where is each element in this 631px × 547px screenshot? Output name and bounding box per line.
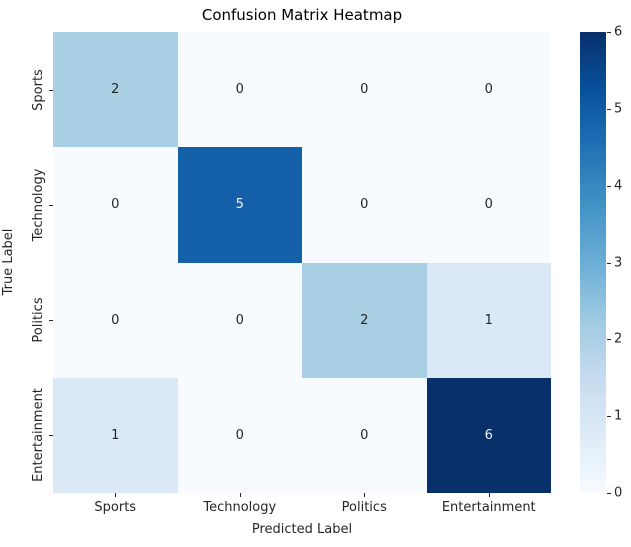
x-axis-label: Predicted Label bbox=[251, 522, 353, 537]
heatmap-cell: 0 bbox=[177, 377, 302, 493]
x-tick-label: Entertainment bbox=[441, 500, 536, 515]
heatmap-cell: 0 bbox=[302, 32, 427, 148]
x-tick-mark bbox=[239, 493, 241, 497]
chart-title: Confusion Matrix Heatmap bbox=[201, 6, 403, 24]
x-tick-label: Politics bbox=[341, 500, 387, 515]
y-tick-mark bbox=[49, 435, 53, 437]
y-tick-mark bbox=[49, 320, 53, 322]
colorbar-tick-label: 4 bbox=[614, 178, 623, 194]
colorbar-tick-mark bbox=[607, 108, 611, 110]
heatmap-cell: 0 bbox=[426, 32, 551, 148]
y-tick-label: Entertainment bbox=[30, 388, 46, 483]
y-tick-mark bbox=[49, 204, 53, 206]
colorbar-tick-label: 5 bbox=[614, 101, 623, 117]
colorbar bbox=[580, 32, 606, 493]
heatmap-cell: 0 bbox=[426, 147, 551, 263]
colorbar-tick-label: 3 bbox=[614, 255, 623, 270]
colorbar-tick-label: 2 bbox=[614, 331, 623, 347]
heatmap-cell: 5 bbox=[177, 147, 302, 263]
colorbar-tick-mark bbox=[607, 339, 611, 341]
colorbar-tick-label: 6 bbox=[614, 24, 623, 40]
heatmap-cell: 0 bbox=[177, 32, 302, 148]
x-tick-mark bbox=[488, 493, 490, 497]
colorbar-tick-mark bbox=[607, 416, 611, 418]
y-tick-label: Politics bbox=[30, 297, 46, 343]
colorbar-tick-mark bbox=[607, 493, 611, 494]
heatmap-cell: 0 bbox=[302, 147, 427, 263]
y-axis-label: True Label bbox=[0, 228, 16, 296]
heatmap-cell: 6 bbox=[426, 377, 551, 493]
y-tick-label: Technology bbox=[30, 168, 46, 242]
heatmap-cell: 0 bbox=[53, 147, 178, 263]
colorbar-tick-mark bbox=[607, 262, 611, 264]
colorbar-tick-label: 0 bbox=[614, 485, 623, 501]
heatmap-cell: 2 bbox=[302, 262, 427, 378]
heatmap-cell: 1 bbox=[53, 377, 178, 493]
heatmap-cell: 0 bbox=[302, 377, 427, 493]
y-tick-label: Sports bbox=[30, 68, 46, 111]
heatmap-cell: 0 bbox=[53, 262, 178, 378]
x-tick-mark bbox=[364, 493, 366, 497]
x-tick-mark bbox=[115, 493, 117, 497]
y-tick-mark bbox=[49, 89, 53, 91]
x-tick-label: Technology bbox=[203, 500, 277, 515]
heatmap-cell: 1 bbox=[426, 262, 551, 378]
heatmap-cell: 0 bbox=[177, 262, 302, 378]
heatmap-cell: 2 bbox=[53, 32, 178, 148]
x-tick-label: Sports bbox=[94, 500, 137, 515]
colorbar-tick-mark bbox=[607, 32, 611, 33]
colorbar-tick-mark bbox=[607, 185, 611, 187]
colorbar-tick-label: 1 bbox=[614, 408, 623, 424]
